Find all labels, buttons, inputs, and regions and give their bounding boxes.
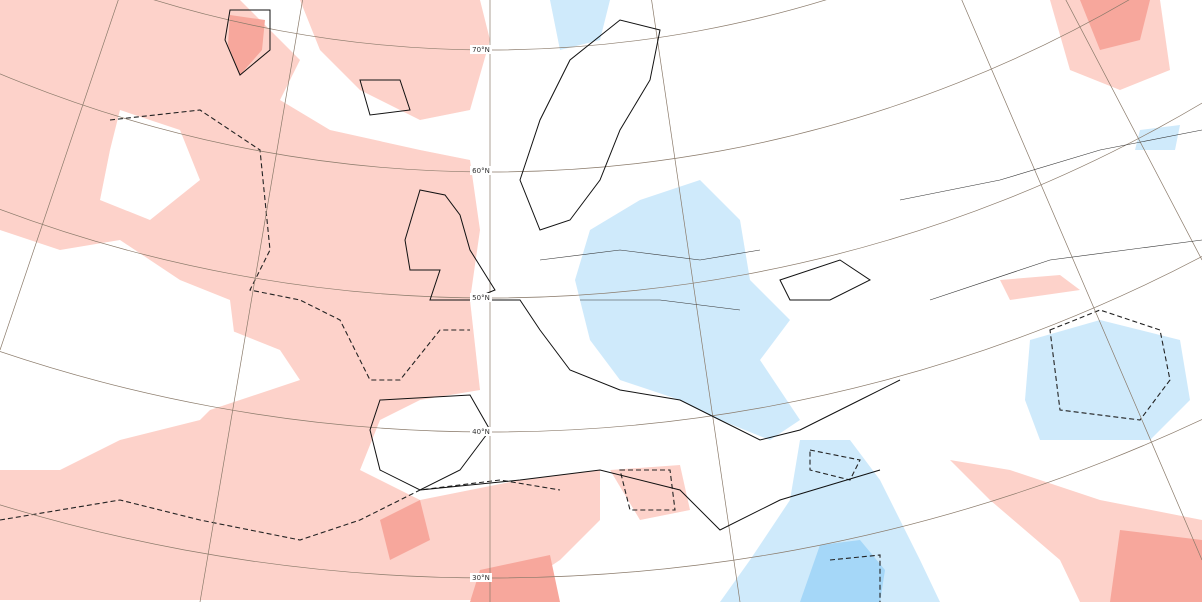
coastline (419, 469, 881, 531)
label-bg (470, 427, 492, 436)
lat-label: 40°N (472, 428, 490, 436)
strong-cold-area (800, 540, 885, 602)
label-bg (470, 166, 492, 175)
no-anomaly (100, 110, 200, 220)
coastline (369, 394, 491, 491)
border (539, 129, 1202, 311)
label-bg (470, 293, 492, 302)
lat-label: 50°N (472, 294, 490, 302)
no-anomaly (0, 280, 300, 460)
cold-area (550, 0, 610, 50)
contour (619, 469, 676, 511)
coastlines (224, 9, 1202, 531)
contours (0, 109, 1171, 602)
latitude-labels: 70°N 60°N 50°N 40°N 30°N (470, 45, 492, 582)
lat-label: 70°N (472, 46, 490, 54)
warm-area (610, 465, 690, 520)
lat-label: 60°N (472, 167, 490, 175)
coastline (779, 259, 871, 301)
cold-area (1135, 125, 1180, 150)
strong-warm-area (228, 15, 265, 75)
label-bg (470, 573, 492, 582)
anomaly-negative (550, 0, 1190, 602)
coastline (519, 19, 661, 231)
strong-warm-area (1080, 0, 1150, 50)
cold-area (575, 180, 800, 440)
warm-area (300, 0, 490, 120)
strong-warm-area (1110, 530, 1202, 602)
coastline (470, 299, 901, 441)
cold-area (1025, 320, 1190, 440)
contour (0, 479, 561, 541)
contour (809, 449, 861, 481)
lat-label: 30°N (472, 574, 490, 582)
strong-warm-area (470, 555, 560, 602)
coastline (224, 9, 271, 76)
warm-area (1000, 275, 1080, 300)
cold-area (720, 440, 940, 602)
coastline (359, 79, 411, 116)
contour (1049, 309, 1171, 421)
contour (829, 554, 881, 602)
contour (109, 109, 470, 381)
label-bg (470, 45, 492, 54)
strong-warm-area (380, 500, 430, 560)
